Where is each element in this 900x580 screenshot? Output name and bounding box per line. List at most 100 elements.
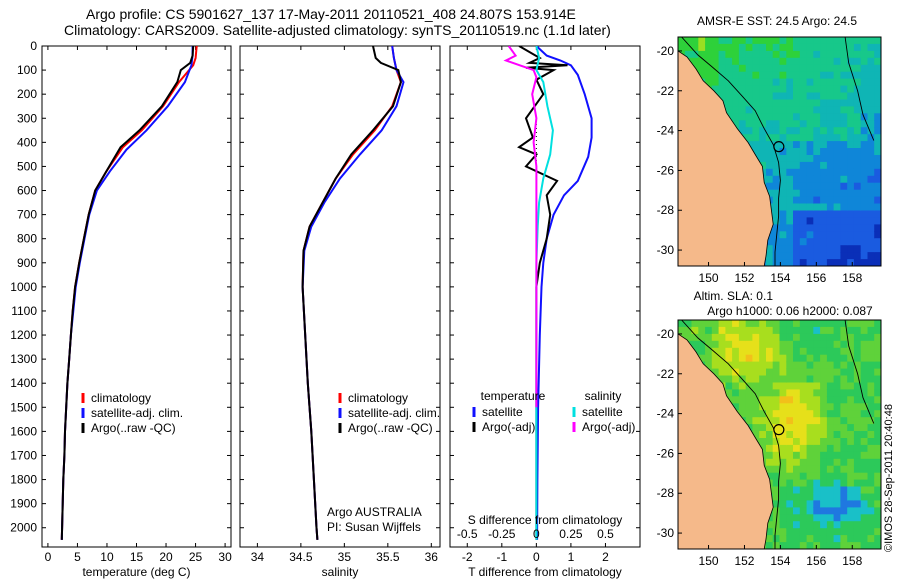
sst_map-cell: [847, 155, 855, 163]
sst_map-cell: [799, 43, 808, 52]
sst_map-cell: [826, 155, 835, 163]
sla_map-cell: [860, 472, 869, 481]
sla_map-cell: [833, 528, 841, 536]
sla_map-cell: [793, 368, 801, 377]
sla_map-cell: [840, 410, 848, 418]
sst_map-cell: [752, 43, 760, 52]
sla_map-cell: [779, 486, 787, 494]
sla_map-cell: [806, 486, 814, 494]
sst_map-cell: [786, 78, 794, 87]
sst_map-cell: [799, 161, 808, 170]
sst_map-cell: [847, 182, 855, 191]
sst_map-cell: [705, 71, 713, 80]
sla_map-cell: [786, 333, 794, 342]
sla_map-cell: [678, 320, 686, 328]
sla_map-cell: [826, 389, 835, 397]
sst_map-cell: [766, 120, 774, 128]
sla_map-cell: [826, 361, 835, 370]
sla_map-cell: [820, 521, 828, 529]
sla_map-cell: [813, 438, 821, 446]
sla_map-xtick-label: 156: [806, 554, 826, 568]
sla_map-cell: [786, 382, 794, 390]
difference-x2tick-label: 0: [533, 527, 540, 541]
sst_map-cell: [860, 238, 869, 246]
sst_map-cell: [853, 224, 862, 232]
sst_map-cell: [820, 78, 828, 87]
sst_map-cell: [813, 245, 821, 253]
sst_map-cell: [779, 120, 787, 128]
sla_map-cell: [793, 528, 801, 536]
sst_map-cell: [853, 50, 862, 59]
sst_map-cell: [766, 148, 774, 156]
sla_map-cell: [853, 403, 862, 411]
sst_map-cell: [766, 106, 774, 114]
sst_map-cell: [772, 71, 781, 80]
sst_map-cell: [867, 57, 875, 66]
sst_map-cell: [813, 92, 821, 100]
sst_map-cell: [874, 175, 881, 184]
sst_map-cell: [820, 134, 828, 142]
sla_map-cell: [867, 451, 875, 460]
difference-xtick-label: 2: [602, 550, 609, 564]
depth-tick-label: 200: [17, 87, 37, 101]
sst_map-cell: [860, 196, 869, 205]
sla_map-cell: [705, 354, 713, 363]
sst_map-cell: [860, 64, 869, 73]
sst_map-cell: [867, 134, 875, 142]
sst_map-cell: [732, 71, 740, 80]
sla_map-cell: [840, 507, 848, 515]
sla_map-cell: [718, 347, 726, 356]
sla_map-cell: [793, 451, 801, 460]
sla_map-cell: [738, 320, 747, 328]
sla_map-cell: [732, 333, 740, 342]
difference-x2tick-label: 0.5: [597, 527, 614, 541]
sla_map-cell: [874, 340, 881, 349]
sla_map-cell: [799, 382, 808, 390]
sla_map-cell: [759, 347, 767, 356]
sla_map-cell: [874, 507, 881, 515]
sla_map-cell: [853, 438, 862, 446]
sla_map-cell: [766, 444, 774, 453]
sst_map-cell: [759, 92, 767, 100]
difference-x2tick-label: -0.5: [457, 527, 478, 541]
sst_map-cell: [847, 148, 855, 156]
sst_map-cell: [772, 203, 781, 211]
sst_map-cell: [840, 99, 848, 107]
sst_map-cell: [732, 57, 740, 66]
sla_map-cell: [759, 396, 767, 404]
sst_map-cell: [793, 148, 801, 156]
sla_map-cell: [745, 382, 754, 390]
sst_map-cell: [799, 64, 808, 73]
sst_map-cell: [840, 231, 848, 239]
sst_map-cell: [853, 182, 862, 191]
sla_map-cell: [793, 486, 801, 494]
sla_map-cell: [874, 465, 881, 474]
sst_map-cell: [867, 189, 875, 198]
sst_map-cell: [779, 64, 787, 73]
sla_map-cell: [820, 500, 828, 508]
sst_map-cell: [847, 127, 855, 135]
sst_map-cell: [860, 203, 869, 211]
sla_map-cell: [806, 507, 814, 515]
sst_map-isobath: [681, 37, 781, 266]
sla_map-cell: [766, 347, 774, 356]
sst_map-cell: [840, 203, 848, 211]
sla_map-cell: [786, 403, 794, 411]
sla_map-cell: [833, 326, 841, 335]
sst_map-cell: [820, 106, 828, 114]
sla_map-cell: [793, 417, 801, 425]
sla_map-cell: [752, 410, 760, 418]
difference-x2tick-label: 0.25: [559, 527, 583, 541]
sla_map-cell: [786, 500, 794, 508]
sla_map-cell: [813, 431, 821, 439]
sst_map-cell: [813, 189, 821, 198]
sst_map-cell: [711, 57, 720, 66]
sst_map-cell: [779, 78, 787, 87]
sla_map-cell: [833, 424, 841, 432]
sla_map-cell: [874, 417, 881, 425]
sst_map-cell: [826, 252, 835, 260]
sst_map-cell: [786, 189, 794, 198]
sst_map-cell: [725, 64, 733, 73]
sst_map-cell: [793, 168, 801, 177]
sla_map-cell: [799, 438, 808, 446]
